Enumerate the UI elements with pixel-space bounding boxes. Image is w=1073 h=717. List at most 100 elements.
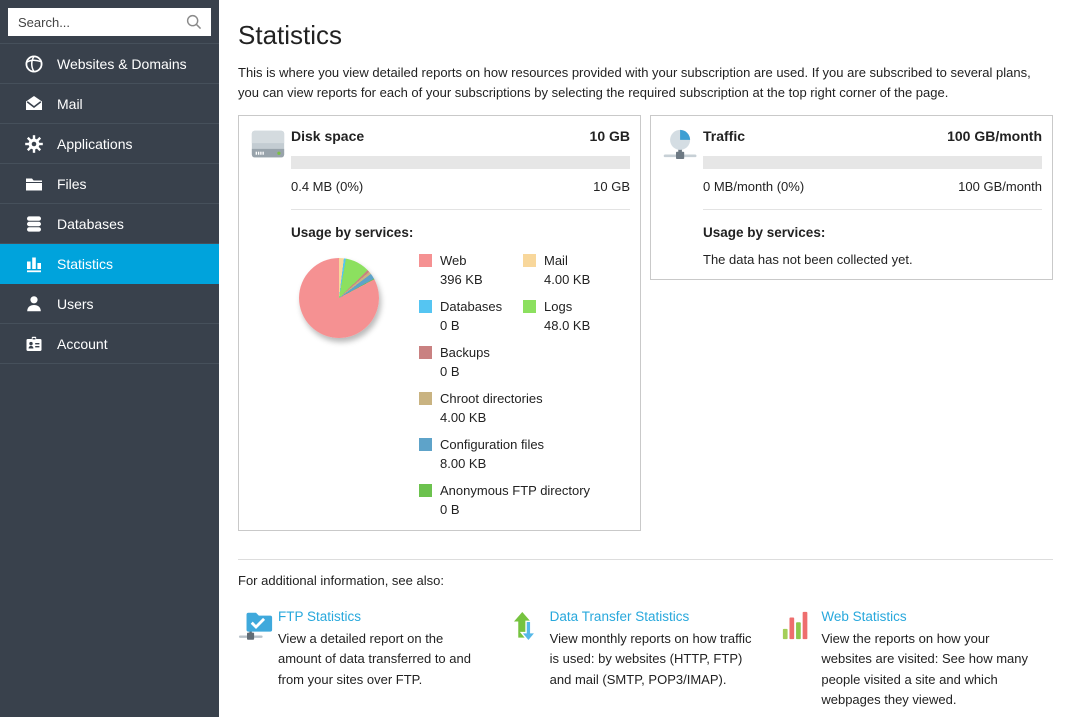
search-icon[interactable] bbox=[185, 13, 203, 31]
sidebar-item-users[interactable]: Users bbox=[0, 284, 219, 324]
data-transfer-statistics-link[interactable]: Data Transfer Statistics bbox=[549, 609, 690, 625]
sidebar-item-databases[interactable]: Databases bbox=[0, 204, 219, 244]
traffic-total-value: 100 GB/month bbox=[958, 179, 1042, 195]
legend-value: 48.0 KB bbox=[544, 318, 591, 334]
legend-label: Logs bbox=[544, 299, 573, 315]
web-statistics-block: Web Statistics View the reports on how y… bbox=[781, 608, 1053, 710]
sidebar-item-label: Websites & Domains bbox=[57, 55, 187, 72]
legend-color-chip bbox=[419, 346, 432, 360]
sidebar-item-account[interactable]: Account bbox=[0, 324, 219, 364]
ftp-folder-icon bbox=[238, 613, 273, 641]
legend-label: Chroot directories bbox=[440, 391, 543, 407]
sidebar-item-label: Mail bbox=[57, 95, 83, 112]
disk-card-title: Disk space bbox=[291, 128, 365, 145]
legend-item: Chroot directories 4.00 KB bbox=[419, 390, 590, 426]
disk-total-value: 10 GB bbox=[593, 179, 630, 195]
legend-color-chip bbox=[523, 254, 536, 268]
user-icon bbox=[27, 295, 41, 311]
see-also-text: For additional information, see also: bbox=[238, 573, 444, 589]
legend-label: Databases bbox=[440, 299, 503, 315]
ftp-statistics-block: FTP Statistics View a detailed report on… bbox=[238, 608, 510, 710]
disk-used-value: 0.4 MB (0%) bbox=[291, 179, 364, 195]
legend-item: Mail 4.00 KB bbox=[523, 252, 590, 288]
traffic-card: Traffic 100 GB/month 0 MB/month (0%) 100… bbox=[650, 115, 1053, 281]
web-statistics-link[interactable]: Web Statistics bbox=[821, 609, 907, 625]
legend-label: Configuration files bbox=[440, 437, 545, 453]
transfer-arrows-icon bbox=[510, 610, 537, 643]
bar-chart-icon bbox=[27, 257, 41, 272]
legend-item: Web 396 KB bbox=[419, 252, 523, 288]
sidebar: Websites & Domains Mail bbox=[0, 0, 219, 717]
gear-icon bbox=[25, 134, 43, 153]
divider bbox=[703, 209, 1042, 211]
ftp-statistics-description: View a detailed report on the amount of … bbox=[278, 631, 471, 687]
page-title: Statistics bbox=[238, 20, 343, 50]
data-transfer-statistics-description: View monthly reports on how traffic is u… bbox=[549, 631, 752, 687]
legend-value: 8.00 KB bbox=[440, 456, 487, 472]
traffic-usage-title: Usage by services: bbox=[703, 225, 826, 241]
disk-usage-pie-chart bbox=[299, 258, 379, 339]
legend-value: 0 B bbox=[440, 364, 460, 380]
sidebar-item-label: Files bbox=[57, 175, 87, 192]
legend-color-chip bbox=[419, 438, 432, 452]
legend-label: Web bbox=[440, 253, 467, 269]
legend-color-chip bbox=[419, 300, 432, 314]
disk-space-card: Disk space 10 GB 0.4 MB (0%) 10 GB Usage… bbox=[238, 115, 641, 532]
globe-icon bbox=[25, 55, 43, 72]
sidebar-item-websites-domains[interactable]: Websites & Domains bbox=[0, 44, 219, 84]
ftp-statistics-link[interactable]: FTP Statistics bbox=[278, 609, 362, 625]
legend-item: Logs 48.0 KB bbox=[523, 298, 590, 334]
disk-drive-icon bbox=[251, 131, 285, 158]
id-badge-icon bbox=[26, 336, 42, 351]
legend-value: 0 B bbox=[440, 502, 460, 518]
sidebar-item-files[interactable]: Files bbox=[0, 164, 219, 204]
legend-color-chip bbox=[419, 484, 432, 498]
legend-value: 4.00 KB bbox=[544, 272, 591, 288]
data-transfer-statistics-block: Data Transfer Statistics View monthly re… bbox=[510, 608, 782, 710]
legend-color-chip bbox=[419, 254, 432, 268]
legend-color-chip bbox=[523, 300, 536, 314]
legend-value: 4.00 KB bbox=[440, 410, 487, 426]
sidebar-item-label: Account bbox=[57, 335, 108, 352]
traffic-used-value: 0 MB/month (0%) bbox=[703, 179, 805, 195]
legend-item: Backups 0 B bbox=[419, 344, 590, 380]
web-bars-icon bbox=[783, 612, 808, 640]
traffic-limit: 100 GB/month bbox=[947, 128, 1042, 145]
database-icon bbox=[27, 215, 41, 232]
sidebar-item-statistics[interactable]: Statistics bbox=[0, 244, 219, 284]
legend-item: Databases 0 B bbox=[419, 298, 523, 334]
legend-label: Backups bbox=[440, 345, 490, 361]
search-box bbox=[0, 0, 219, 43]
web-statistics-description: View the reports on how your websites ar… bbox=[821, 631, 1028, 707]
traffic-card-title: Traffic bbox=[703, 128, 746, 145]
disk-progress-bar bbox=[291, 156, 630, 170]
additional-info-section: For additional information, see also: FT… bbox=[238, 559, 1053, 710]
sidebar-item-label: Statistics bbox=[57, 255, 114, 272]
legend-value: 396 KB bbox=[440, 272, 483, 288]
main-content: Statistics This is where you view detail… bbox=[219, 0, 1073, 717]
sidebar-item-applications[interactable]: Applications bbox=[0, 124, 219, 164]
folder-icon bbox=[26, 178, 42, 190]
legend-item: Anonymous FTP directory 0 B bbox=[419, 482, 590, 518]
legend-label: Anonymous FTP directory bbox=[440, 483, 591, 499]
legend-value: 0 B bbox=[440, 318, 460, 334]
traffic-monitor-icon bbox=[663, 130, 697, 160]
disk-usage-title: Usage by services: bbox=[291, 225, 414, 241]
sidebar-item-label: Users bbox=[57, 295, 94, 312]
page-description: This is where you view detailed reports … bbox=[238, 65, 1031, 101]
legend-item: Configuration files 8.00 KB bbox=[419, 436, 590, 472]
traffic-progress-bar bbox=[703, 156, 1042, 170]
sidebar-nav: Websites & Domains Mail bbox=[0, 43, 219, 364]
search-input[interactable] bbox=[8, 8, 211, 36]
mail-icon bbox=[26, 95, 42, 110]
sidebar-item-mail[interactable]: Mail bbox=[0, 84, 219, 124]
legend-label: Mail bbox=[544, 253, 568, 269]
sidebar-item-label: Databases bbox=[57, 215, 124, 232]
traffic-no-data-message: The data has not been collected yet. bbox=[703, 252, 913, 268]
legend-color-chip bbox=[419, 392, 432, 406]
disk-limit: 10 GB bbox=[589, 128, 630, 145]
divider bbox=[291, 209, 630, 211]
sidebar-item-label: Applications bbox=[57, 135, 133, 152]
disk-usage-legend: Web 396 KB Mail 4.00 KB Databases 0 B Lo… bbox=[419, 252, 590, 518]
